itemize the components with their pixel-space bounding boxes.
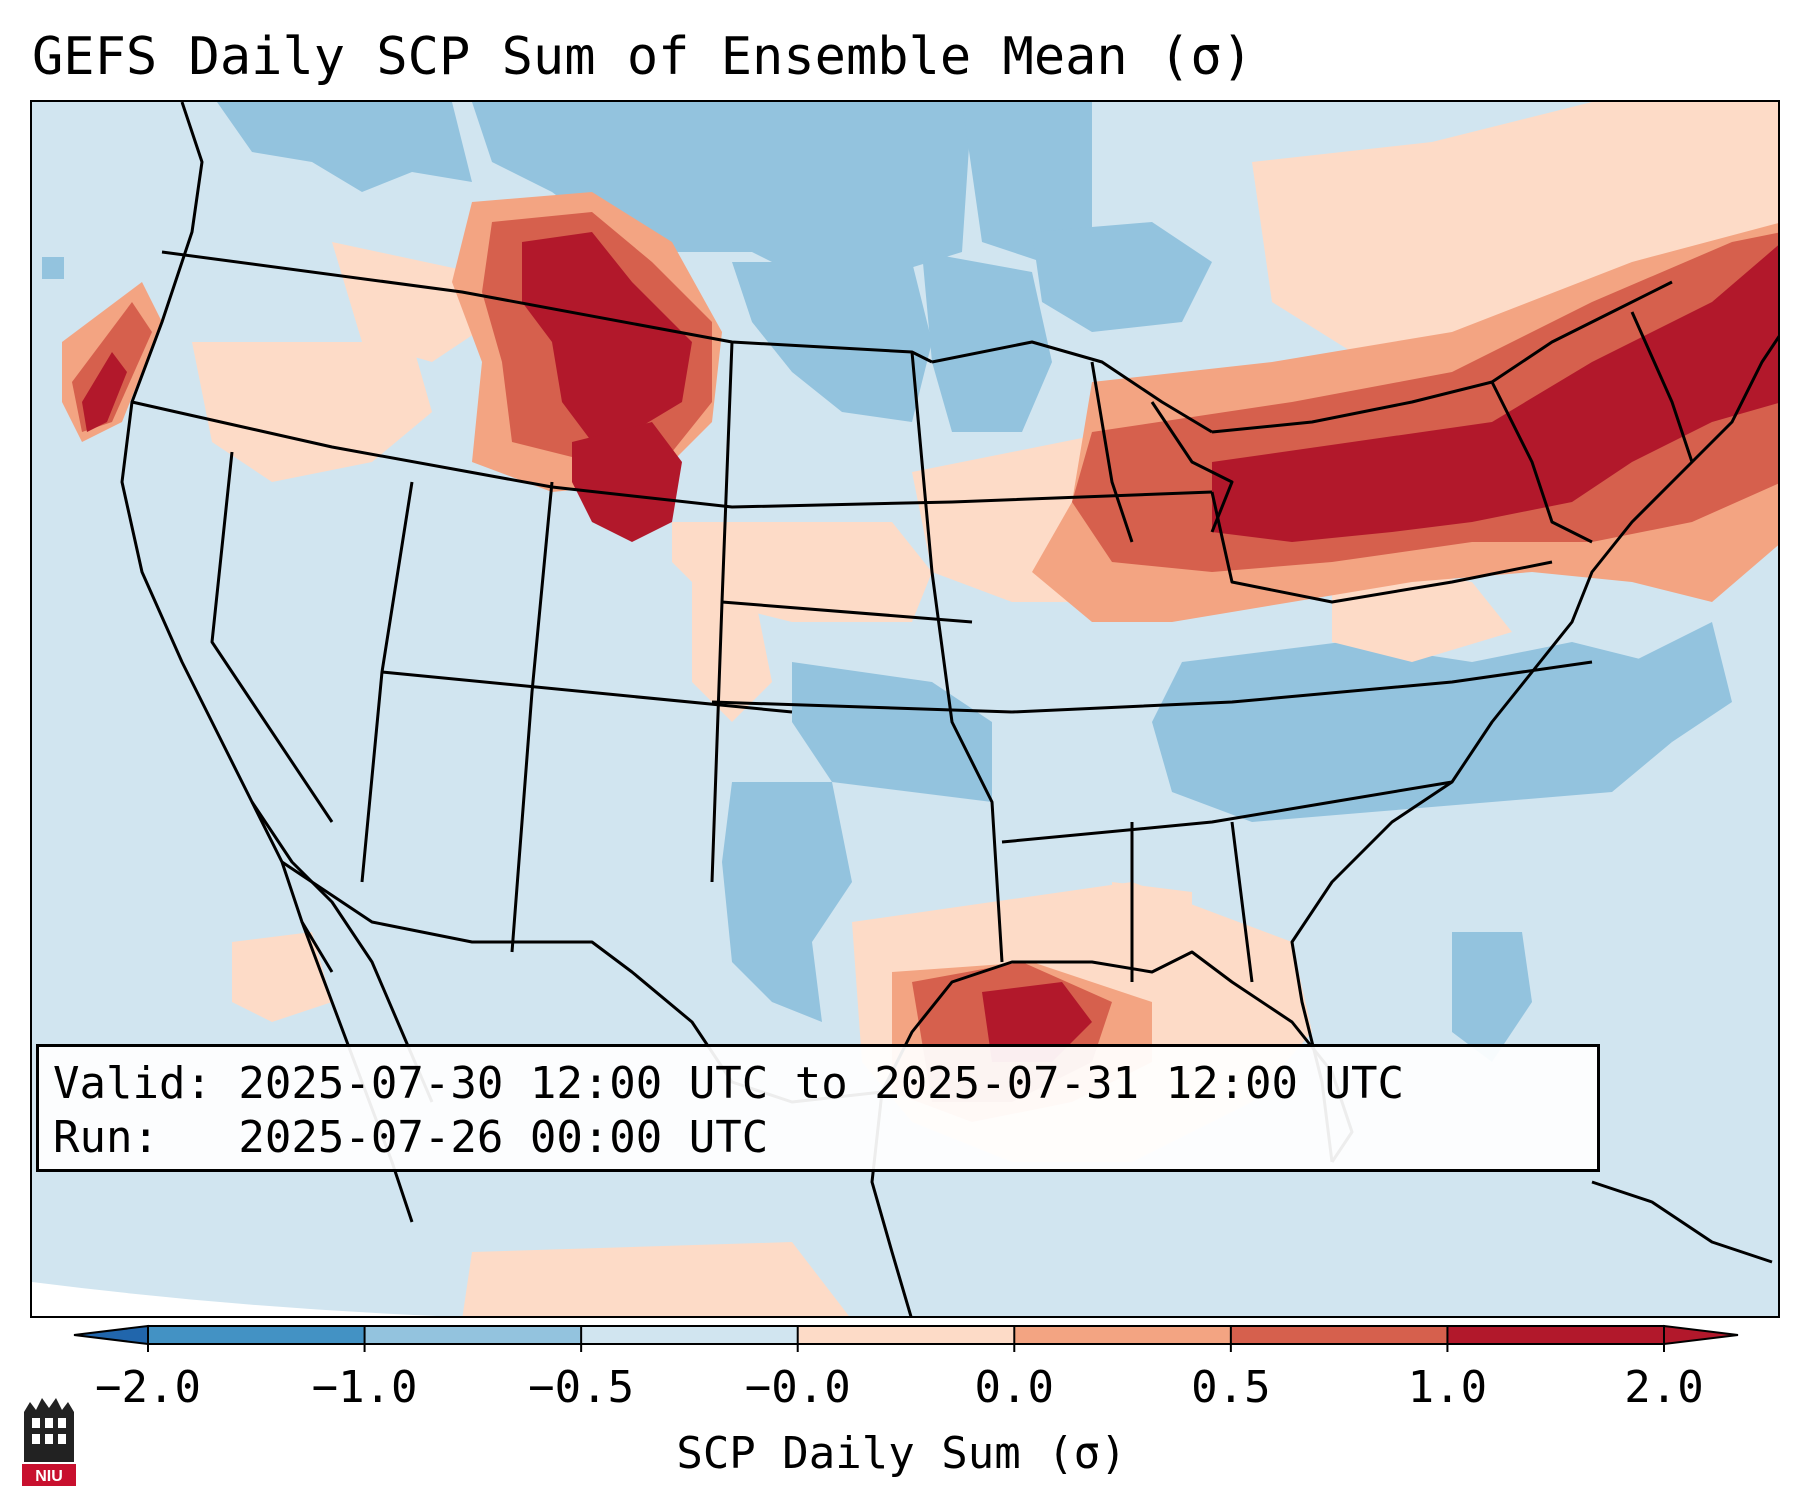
colorbar-tick-label: −0.0 <box>744 1362 851 1413</box>
colorado-patch <box>692 582 772 722</box>
tennessee-north-border <box>1011 660 1593 714</box>
texas-coast-extreme-patch <box>982 982 1092 1062</box>
kentucky-tennessee-patch <box>1152 642 1672 822</box>
four-corners-line <box>381 670 793 714</box>
svg-text:NIU: NIU <box>35 1468 63 1485</box>
baja-patch <box>232 932 332 1022</box>
colorbar-segment <box>797 1326 1015 1344</box>
great-lakes-border <box>931 340 1213 434</box>
oklahoma-patch <box>792 662 992 802</box>
colorbar-segment <box>1447 1326 1664 1344</box>
new-england-border <box>1630 311 1694 463</box>
manitoba-patch <box>962 102 1092 262</box>
wyoming-extreme-patch <box>572 422 682 542</box>
colorbar-tick-label: 2.0 <box>1624 1362 1704 1413</box>
alabama-borders <box>1130 821 1254 983</box>
colorbar-tick-label: 1.0 <box>1407 1362 1488 1413</box>
oregon-patch <box>192 342 432 482</box>
colorbar-segment <box>1230 1326 1448 1344</box>
colorbar-extend-high <box>1663 1324 1739 1346</box>
extreme-positive-patches <box>82 232 1778 1062</box>
ohio-line <box>1210 491 1553 604</box>
colorbar-tick-label: −2.0 <box>95 1362 201 1413</box>
colorbar-tick-label: 0.5 <box>1191 1362 1271 1413</box>
validity-info-box: Valid: 2025-07-30 12:00 UTC to 2025-07-3… <box>36 1044 1600 1172</box>
north-dakota-patch <box>732 262 932 422</box>
colorbar-segment <box>581 1326 798 1344</box>
s-canada-patch <box>472 102 972 292</box>
southeast-line <box>1001 780 1453 844</box>
caribbean-coastline <box>1591 1180 1773 1264</box>
northeast-extreme-patch <box>1212 245 1778 542</box>
run-time-line: Run: 2025-07-26 00:00 UTC <box>53 1112 769 1163</box>
new-york-border <box>1490 381 1593 544</box>
georgia-coast-patch <box>1452 932 1532 1062</box>
colorbar-extend-low <box>73 1324 149 1346</box>
colorbar-tick-label: −1.0 <box>311 1362 418 1413</box>
colorbar-tick-label: 0.0 <box>974 1362 1055 1413</box>
colorbar-segment <box>1014 1326 1231 1344</box>
utah-east-border <box>510 481 554 953</box>
colorbar-segments <box>73 1324 1739 1352</box>
valid-time-line: Valid: 2025-07-30 12:00 UTC to 2025-07-3… <box>53 1058 1405 1109</box>
sw-canada-patch <box>217 102 472 192</box>
colorbar-segment <box>148 1326 365 1344</box>
colorbar-outline <box>147 1325 1665 1345</box>
michigan-shore <box>1150 401 1234 533</box>
southern-canada-east-patch <box>1252 102 1778 362</box>
new-mexico-patch <box>722 782 852 1022</box>
map-title: GEFS Daily SCP Sum of Ensemble Mean (σ) <box>32 27 1253 87</box>
colorbar-tick-label: −0.5 <box>528 1362 635 1413</box>
kansas-north-border <box>721 600 973 624</box>
lake-superior-patch <box>1032 222 1212 332</box>
idaho-patch <box>332 242 492 362</box>
east-coastline <box>1290 335 1778 1163</box>
nevada-border <box>210 451 334 823</box>
colorbar-segment <box>364 1326 582 1344</box>
minnesota-patch <box>922 252 1052 432</box>
northern-tier-line <box>131 400 1213 509</box>
montana-extreme-patch <box>522 232 692 442</box>
pacific-cell <box>42 257 64 279</box>
atlantic-patch <box>1632 622 1732 742</box>
mexico-west-coastline <box>250 801 434 1103</box>
boundaries <box>120 102 1778 1316</box>
niu-logo-icon: NIU <box>22 1398 76 1486</box>
colorbar-label: SCP Daily Sum (σ) <box>676 1428 1127 1479</box>
negative-anomaly-patches <box>42 102 1732 1062</box>
california-coast-extreme-patch <box>82 352 127 432</box>
kansas-south-border <box>711 700 1013 714</box>
projection-edge <box>32 1282 438 1316</box>
lake-michigan-shore <box>1090 361 1134 543</box>
south-edge-patch <box>462 1242 849 1316</box>
plains-east-border <box>910 351 1004 963</box>
